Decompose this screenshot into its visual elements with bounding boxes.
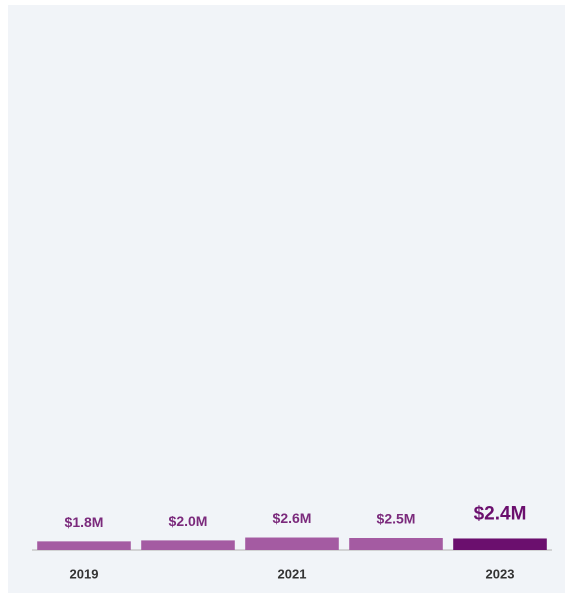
value-label: $1.8M (65, 514, 104, 530)
x-tick-label: 2021 (278, 566, 307, 581)
value-label: $2.5M (377, 511, 416, 527)
value-label: $2.6M (273, 510, 312, 526)
bar (453, 538, 547, 550)
value-label: $2.0M (169, 513, 208, 529)
x-tick-label: 2019 (70, 566, 99, 581)
bar (141, 540, 235, 550)
panel (8, 5, 565, 593)
bar (245, 537, 339, 550)
x-tick-label: 2023 (486, 566, 515, 581)
bar (37, 541, 131, 550)
value-label: $2.4M (474, 503, 527, 524)
bar (349, 538, 443, 550)
